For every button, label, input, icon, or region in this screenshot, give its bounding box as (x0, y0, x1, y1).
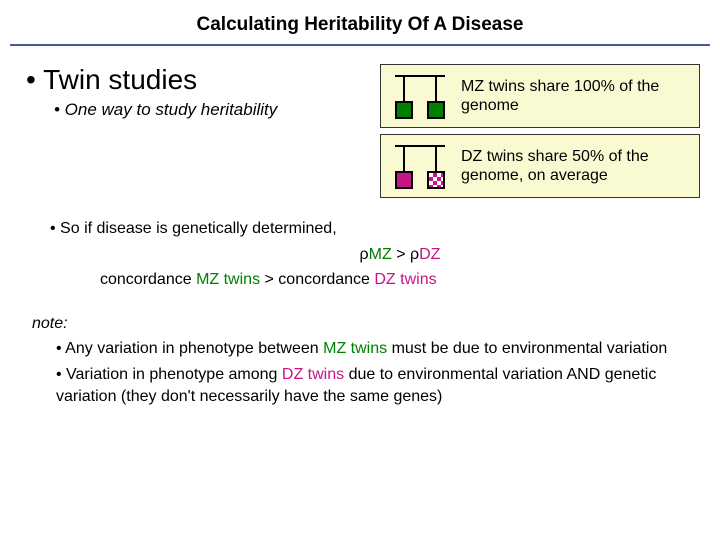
dz-text: DZ twins share 50% of the genome, on ave… (461, 147, 691, 185)
slide-title: Calculating Heritability Of A Disease (0, 0, 720, 44)
dz-twin-box: DZ twins share 50% of the genome, on ave… (380, 134, 700, 198)
mz-label: MZ (369, 246, 392, 263)
body-line3: concordance MZ twins > concordance DZ tw… (100, 269, 670, 291)
p2a: Variation in phenotype among (66, 366, 282, 383)
right-column: MZ twins share 100% of the genome DZ twi… (380, 64, 700, 204)
left-column: Twin studies • One way to study heritabi… (20, 64, 360, 204)
l3a: concordance (100, 271, 196, 288)
dz-pedigree-icon (389, 139, 451, 193)
gt-rho: > ρ (392, 246, 419, 263)
p2b: DZ twins (282, 366, 344, 383)
line1-text: So if disease is genetically determined, (60, 220, 337, 237)
dz-label: DZ (419, 246, 440, 263)
l3d: DZ twins (374, 271, 436, 288)
heading-text: Twin studies (43, 64, 197, 95)
l3b: MZ twins (196, 271, 260, 288)
mz-pedigree-icon (389, 69, 451, 123)
note-label: note: (32, 313, 670, 335)
title-underline (10, 44, 710, 46)
sub-heading: • One way to study heritability (54, 100, 360, 120)
mz-text: MZ twins share 100% of the genome (461, 77, 691, 115)
l3c: > concordance (260, 271, 374, 288)
note-p1: Any variation in phenotype between MZ tw… (56, 338, 670, 360)
p1c: must be due to environmental variation (387, 340, 667, 357)
main-heading: Twin studies (26, 64, 360, 96)
note-p2: Variation in phenotype among DZ twins du… (56, 364, 670, 407)
body-section: So if disease is genetically determined,… (0, 204, 720, 407)
mz-twin-box: MZ twins share 100% of the genome (380, 64, 700, 128)
p1b: MZ twins (323, 340, 387, 357)
main-row: Twin studies • One way to study heritabi… (0, 64, 720, 204)
body-line1: So if disease is genetically determined, (50, 218, 670, 240)
rho1: ρ (360, 246, 369, 263)
body-line2: ρMZ > ρDZ (130, 244, 670, 266)
p1a: Any variation in phenotype between (65, 340, 323, 357)
